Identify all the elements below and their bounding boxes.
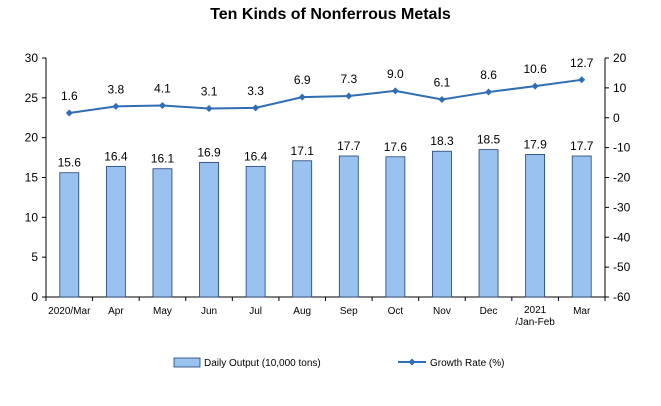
- line-point: [485, 88, 493, 96]
- y-left-tick-label: 0: [31, 290, 38, 304]
- x-tick-label: Apr: [108, 306, 124, 317]
- y-left-tick-label: 5: [31, 250, 38, 264]
- line-data-label: 8.6: [480, 68, 497, 82]
- x-tick-label: 2021: [524, 305, 547, 316]
- x-tick-label: May: [153, 306, 172, 317]
- bar: [525, 153, 546, 298]
- bar: [338, 155, 359, 298]
- x-tick-label: Sep: [340, 306, 358, 317]
- x-tick-label: Aug: [293, 306, 311, 317]
- line-data-label: 6.1: [434, 76, 451, 90]
- y-right-tick-label: -30: [613, 200, 631, 214]
- bar-data-label: 17.6: [384, 140, 408, 154]
- bar: [199, 161, 219, 298]
- bar-data-label: 17.1: [291, 144, 315, 158]
- legend-label-bar: Daily Output (10,000 tons): [204, 358, 321, 369]
- x-tick-label: Nov: [433, 306, 451, 317]
- bar-data-label: 15.6: [58, 156, 82, 170]
- line-point: [438, 96, 446, 104]
- line-point: [205, 104, 213, 112]
- line-data-label: 10.6: [523, 62, 547, 76]
- line-data-label: 3.3: [247, 84, 264, 98]
- line-data-label: 4.1: [154, 82, 171, 96]
- x-tick-label: Mar: [573, 306, 591, 317]
- line-data-label: 12.7: [570, 56, 594, 70]
- x-tick-label: Jul: [249, 306, 262, 317]
- bar-data-label: 17.9: [523, 137, 547, 151]
- legend-swatch-bar: [173, 357, 201, 368]
- bar-data-label: 18.5: [477, 133, 501, 147]
- bar: [292, 160, 313, 298]
- bar: [105, 165, 126, 298]
- bar: [245, 165, 266, 298]
- line-point: [345, 92, 353, 100]
- bar-data-label: 16.4: [104, 149, 128, 163]
- line-data-label: 9.0: [387, 67, 404, 81]
- bar: [571, 155, 592, 298]
- y-right-tick-label: -60: [613, 290, 631, 304]
- line-point: [298, 93, 306, 101]
- line-point: [531, 82, 539, 90]
- bar-data-label: 17.7: [337, 139, 361, 153]
- bar-data-label: 18.3: [430, 134, 454, 148]
- bar-data-label: 16.9: [197, 145, 221, 159]
- y-right-tick-label: -20: [613, 171, 631, 185]
- x-tick-label: Jun: [201, 306, 217, 317]
- y-left-tick-label: 20: [25, 131, 39, 145]
- line-point: [65, 109, 73, 117]
- growth-rate-line: [69, 78, 582, 114]
- line-data-label: 6.9: [294, 73, 311, 87]
- bar-data-label: 16.4: [244, 149, 268, 163]
- y-right-tick-label: 10: [613, 81, 627, 95]
- x-tick-label: 2020/Mar: [48, 306, 91, 317]
- bar: [59, 172, 80, 298]
- y-left-tick-label: 15: [25, 171, 39, 185]
- line-data-label: 7.3: [340, 72, 357, 86]
- bar: [385, 156, 406, 298]
- line-point: [578, 76, 586, 84]
- line-point: [391, 87, 399, 95]
- legend-label-line: Growth Rate (%): [430, 358, 504, 369]
- line-data-label: 3.1: [201, 84, 218, 98]
- y-left-tick-label: 10: [25, 210, 39, 224]
- bar: [478, 149, 499, 298]
- x-tick-label: Oct: [388, 306, 404, 317]
- x-tick-label: /Jan-Feb: [515, 317, 555, 328]
- y-right-tick-label: -10: [613, 141, 631, 155]
- y-right-tick-label: -40: [613, 230, 631, 244]
- bar-data-label: 17.7: [570, 139, 594, 153]
- line-point: [252, 104, 260, 112]
- y-right-tick-label: -50: [613, 260, 631, 274]
- y-left-tick-label: 30: [25, 51, 39, 65]
- x-tick-label: Dec: [480, 306, 498, 317]
- bar: [432, 150, 452, 298]
- line-point: [158, 102, 166, 110]
- legend-marker-line: [408, 358, 416, 366]
- chart-title: Ten Kinds of Nonferrous Metals: [210, 6, 451, 23]
- y-right-tick-label: 20: [613, 51, 627, 65]
- y-right-tick-label: 0: [613, 111, 620, 125]
- bar-data-label: 16.1: [151, 152, 175, 166]
- line-data-label: 1.6: [61, 89, 78, 103]
- bar: [152, 168, 173, 298]
- line-data-label: 3.8: [108, 82, 125, 96]
- y-left-tick-label: 25: [25, 91, 39, 105]
- line-point: [112, 102, 120, 110]
